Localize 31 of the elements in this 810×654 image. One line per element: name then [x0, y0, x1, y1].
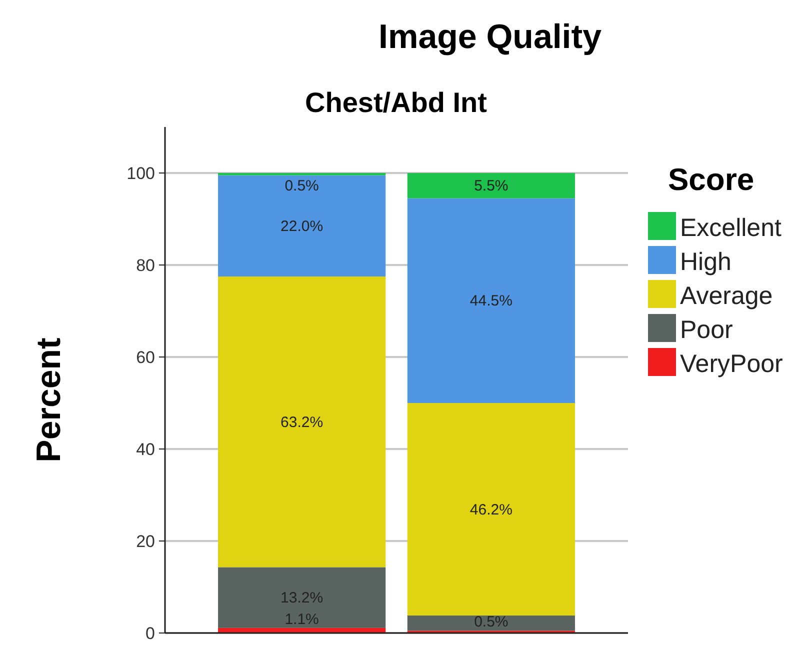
y-tick-label: 20	[136, 532, 155, 551]
legend-label: VeryPoor	[680, 350, 783, 378]
legend-title: Score	[668, 162, 754, 197]
legend-label: High	[680, 248, 732, 276]
y-tick-label: 60	[136, 348, 155, 367]
data-label: 22.0%	[280, 218, 324, 235]
legend-label: Poor	[680, 316, 733, 344]
data-label: 5.5%	[474, 178, 508, 195]
bar	[407, 403, 575, 616]
bar	[407, 616, 575, 631]
data-label: 0.5%	[474, 614, 508, 631]
bar	[407, 198, 575, 403]
y-tick-label: 0	[146, 624, 155, 643]
chart-title: Image Quality	[378, 18, 602, 56]
bar	[218, 567, 386, 628]
chart-subtitle: Chest/Abd Int	[305, 87, 487, 118]
data-label: 63.2%	[280, 414, 324, 431]
legend-label: Excellent	[680, 214, 782, 242]
legend-label: Average	[680, 282, 773, 310]
y-axis-title: Percent	[30, 338, 68, 462]
data-label: 13.2%	[280, 590, 324, 607]
y-tick-label: 80	[136, 256, 155, 275]
data-label: 46.2%	[470, 501, 512, 518]
data-label: 0.5%	[284, 177, 319, 194]
bar	[218, 276, 386, 568]
data-label: 1.1%	[284, 610, 319, 628]
bar	[218, 175, 386, 276]
y-tick-label: 100	[126, 164, 155, 183]
data-label: 44.5%	[470, 292, 512, 310]
bar	[407, 173, 575, 198]
y-tick-label: 40	[136, 440, 155, 459]
